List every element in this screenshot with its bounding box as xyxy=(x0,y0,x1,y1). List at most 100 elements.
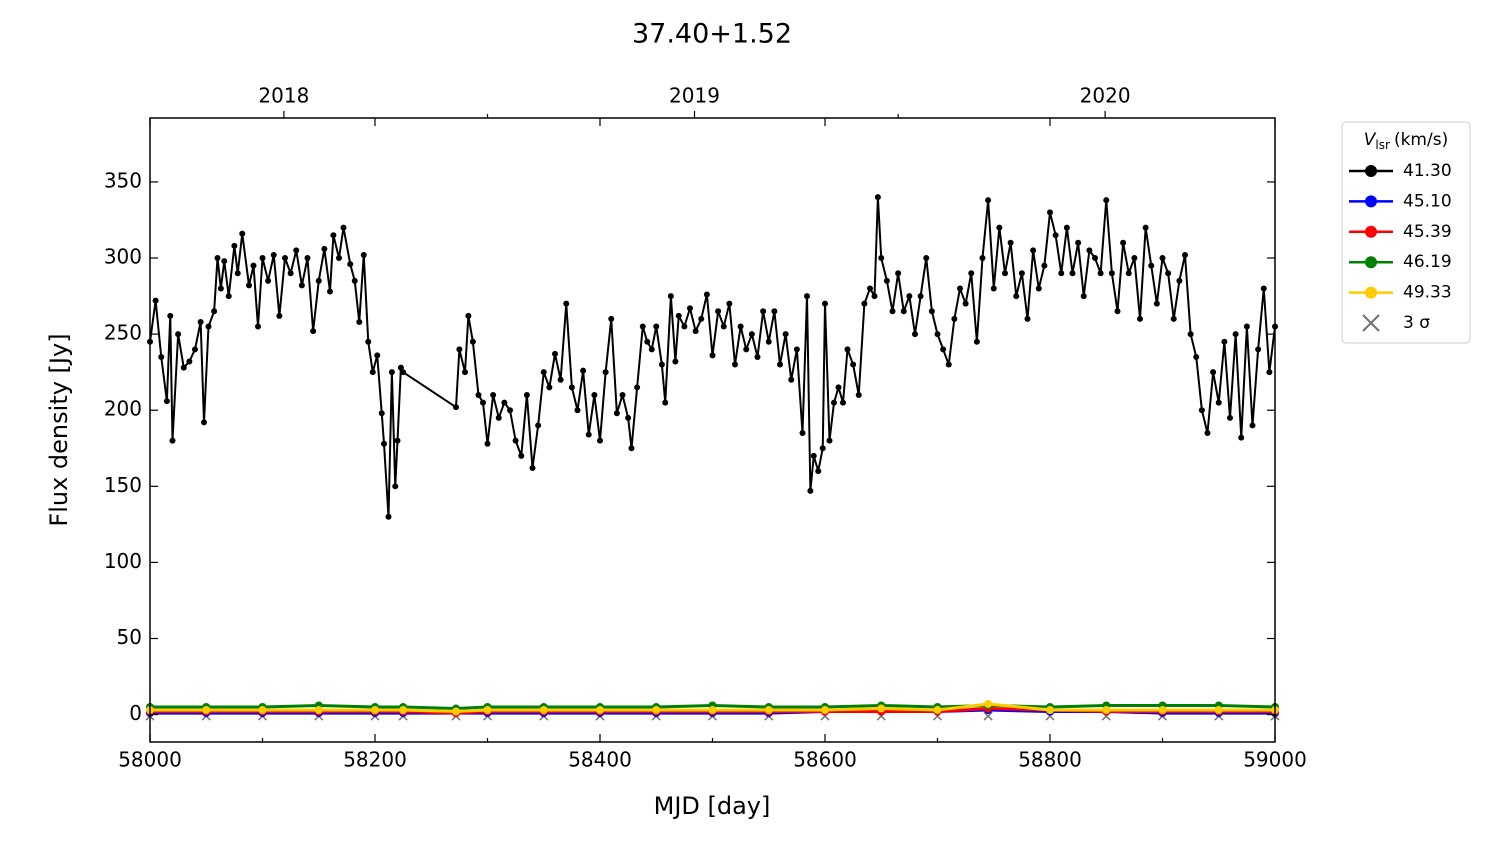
y-tick-label: 150 xyxy=(104,473,142,497)
data-point xyxy=(456,346,463,353)
data-point xyxy=(957,285,963,292)
data-point xyxy=(1238,434,1245,441)
data-point xyxy=(1007,239,1014,246)
data-point xyxy=(293,247,300,254)
data-point xyxy=(1142,224,1149,231)
data-point xyxy=(351,277,358,284)
legend-marker xyxy=(1365,225,1377,238)
data-point xyxy=(1080,293,1087,300)
data-point xyxy=(529,465,536,472)
data-point xyxy=(1041,262,1048,269)
data-point xyxy=(234,270,241,277)
legend-title: Vlsr (km/s) xyxy=(1364,130,1448,152)
data-point xyxy=(726,300,733,307)
data-point xyxy=(1148,262,1155,269)
data-point xyxy=(1210,369,1217,376)
data-point xyxy=(152,297,159,304)
data-point xyxy=(628,445,635,452)
data-point xyxy=(810,452,817,459)
legend: Vlsr (km/s) 41.30 45.10 45.39 46.19 49.33 3 σ xyxy=(1341,121,1471,344)
data-point xyxy=(1227,414,1233,421)
x-tick-label: 58800 xyxy=(1018,748,1082,772)
data-point xyxy=(563,300,570,307)
data-point xyxy=(667,293,674,300)
data-point xyxy=(1024,315,1031,322)
data-point xyxy=(877,704,886,713)
x-tick-label: 59000 xyxy=(1243,748,1307,772)
data-point xyxy=(1215,399,1222,406)
data-point xyxy=(270,251,277,258)
data-point xyxy=(681,323,688,330)
data-point xyxy=(310,328,317,335)
data-point xyxy=(591,391,598,398)
data-point xyxy=(186,358,193,365)
x-tick-label: 58000 xyxy=(118,748,182,772)
data-point xyxy=(1165,270,1172,277)
data-point xyxy=(1187,331,1194,338)
data-point xyxy=(231,242,238,249)
data-point xyxy=(546,384,553,391)
data-point xyxy=(452,707,460,716)
data-point xyxy=(835,384,842,391)
data-point xyxy=(826,437,833,444)
data-point xyxy=(951,315,958,322)
data-point xyxy=(523,391,530,398)
data-point xyxy=(540,369,547,376)
data-point xyxy=(1058,270,1065,277)
data-point xyxy=(388,369,395,376)
data-point xyxy=(501,399,508,406)
legend-marker xyxy=(1362,314,1380,332)
data-point xyxy=(1086,247,1093,254)
data-point xyxy=(1018,270,1025,277)
data-point xyxy=(507,407,513,414)
data-point xyxy=(1137,315,1143,322)
data-point xyxy=(945,361,952,368)
data-point xyxy=(314,706,323,715)
data-point xyxy=(400,369,407,376)
data-point xyxy=(760,308,767,315)
chart-title: 37.40+1.52 xyxy=(632,19,792,50)
data-point xyxy=(475,391,482,398)
legend-label: 49.33 xyxy=(1403,283,1452,303)
data-point xyxy=(304,255,311,262)
data-point xyxy=(552,350,558,357)
data-point xyxy=(483,706,492,715)
data-point xyxy=(788,376,795,383)
data-point xyxy=(490,391,497,398)
data-point xyxy=(912,331,918,338)
data-point xyxy=(1193,353,1200,360)
data-point xyxy=(1103,197,1110,204)
data-point xyxy=(360,251,367,258)
data-point xyxy=(1125,270,1132,277)
data-point xyxy=(1030,247,1037,254)
data-point xyxy=(469,338,476,345)
data-point xyxy=(895,270,902,277)
data-point xyxy=(597,437,603,444)
y-tick-label: 100 xyxy=(104,549,142,573)
legend-marker xyxy=(1365,165,1377,177)
data-point xyxy=(580,367,587,374)
data-point xyxy=(672,358,679,365)
data-point xyxy=(850,361,857,368)
y-tick-label: 350 xyxy=(104,168,142,192)
data-point xyxy=(1176,277,1183,284)
data-point xyxy=(1046,706,1054,715)
data-point xyxy=(192,346,198,353)
data-point xyxy=(613,410,620,417)
data-point xyxy=(365,338,372,345)
data-point xyxy=(1159,255,1166,262)
data-point xyxy=(985,197,992,204)
data-point xyxy=(973,338,980,345)
data-point xyxy=(799,430,806,437)
data-point xyxy=(822,300,828,307)
data-point xyxy=(1243,323,1250,330)
data-point xyxy=(336,255,342,262)
data-point xyxy=(658,361,665,368)
data-point xyxy=(720,323,727,330)
data-point xyxy=(557,376,564,383)
data-point xyxy=(217,285,224,292)
data-point xyxy=(996,224,1003,231)
data-point xyxy=(1232,331,1239,338)
data-point xyxy=(1182,251,1188,258)
data-point xyxy=(381,440,387,447)
